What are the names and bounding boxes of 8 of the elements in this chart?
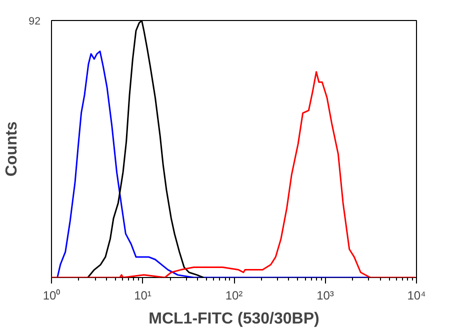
x-tick-label: 10²	[225, 288, 243, 302]
x-axis-title: MCL1-FITC (530/30BP)	[148, 310, 320, 328]
y-axis-title: Counts	[4, 121, 21, 177]
x-tick-label: 10³	[316, 288, 334, 302]
x-tick-label: 10⁰	[42, 288, 60, 302]
x-tick-label: 10¹	[134, 288, 152, 302]
text: 92	[28, 16, 41, 28]
x-tick-label: 10⁴	[407, 288, 426, 302]
